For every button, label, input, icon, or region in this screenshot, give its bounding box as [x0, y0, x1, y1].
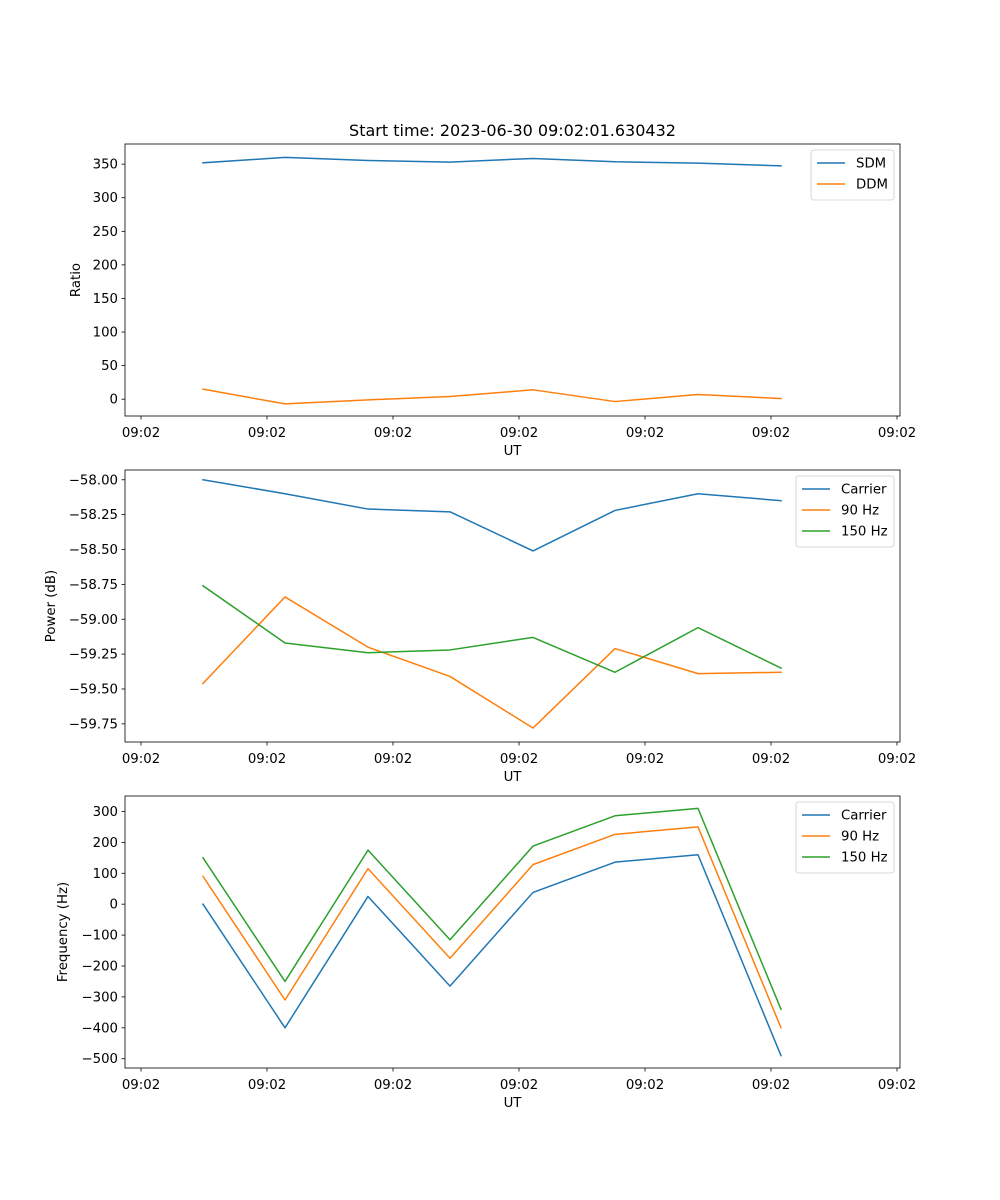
y-tick-label-2-4: −59.00 [69, 613, 118, 628]
y-tick-label-3-8: 200 [93, 836, 118, 851]
y-tick-label-1-6: 250 [93, 225, 118, 240]
y-axis-label-3: Frequency (Hz) [56, 882, 71, 982]
x-tick-label-2-2: 09:02 [248, 752, 286, 767]
y-tick-label-3-3: −300 [81, 990, 118, 1005]
series-line-2-3 [201, 584, 783, 674]
legend-label-2-2: 90 Hz [841, 504, 879, 519]
x-tick-label-1-4: 09:02 [500, 426, 538, 441]
series-line-2-2 [201, 596, 782, 729]
y-tick-label-1-5: 200 [93, 258, 118, 273]
legend-box-3 [795, 801, 895, 874]
axes-frame-3 [124, 795, 901, 1069]
x-tick-label-2-1: 09:02 [122, 752, 160, 767]
x-tick-label-3-2: 09:02 [248, 1078, 286, 1093]
x-tick-label-3-4: 09:02 [500, 1078, 538, 1093]
y-tick-label-1-8: 350 [93, 158, 118, 173]
series-line-2-1 [202, 478, 782, 552]
y-tick-label-2-8: −58.00 [69, 473, 118, 488]
x-tick-label-1-5: 09:02 [626, 426, 664, 441]
y-tick-label-1-4: 150 [93, 292, 118, 307]
legend-label-1-2: DDM [856, 178, 888, 193]
y-tick-label-1-3: 100 [93, 326, 118, 341]
y-tick-label-3-4: −200 [81, 960, 118, 975]
x-tick-label-3-5: 09:02 [626, 1078, 664, 1093]
legend-1: SDM DDM [810, 149, 895, 201]
y-tick-label-1-1: 0 [110, 393, 118, 408]
legend-label-3-2: 90 Hz [841, 830, 879, 845]
legend-label-3-1: Carrier [841, 809, 887, 824]
y-tick-label-3-6: 0 [110, 898, 118, 913]
legend-label-2-1: Carrier [841, 483, 887, 498]
y-tick-label-2-6: −58.50 [69, 543, 118, 558]
y-tick-label-3-2: −400 [81, 1021, 118, 1036]
series-line-1-2 [202, 388, 782, 405]
y-tick-label-3-5: −100 [81, 929, 118, 944]
series-line-3-1 [201, 853, 782, 1057]
series-line-3-2 [201, 826, 782, 1029]
y-tick-label-2-5: −58.75 [69, 578, 118, 593]
legend-box-2 [795, 475, 895, 548]
x-tick-label-1-6: 09:02 [752, 426, 790, 441]
y-tick-label-2-7: −58.25 [69, 508, 118, 523]
axes-frame-2 [124, 469, 901, 743]
legend-2: Carrier 90 Hz 150 Hz [795, 475, 895, 548]
x-tick-label-3-3: 09:02 [374, 1078, 412, 1093]
x-tick-label-2-5: 09:02 [626, 752, 664, 767]
x-tick-label-2-3: 09:02 [374, 752, 412, 767]
y-tick-label-2-1: −59.75 [69, 717, 118, 732]
x-tick-label-2-7: 09:02 [878, 752, 916, 767]
series-line-1-1 [202, 156, 782, 167]
figure-title: Start time: 2023-06-30 09:02:01.630432 [349, 121, 676, 140]
axes-frame-1 [124, 143, 901, 417]
legend-label-2-3: 150 Hz [841, 525, 888, 540]
legend-3: Carrier 90 Hz 150 Hz [795, 801, 895, 874]
y-tick-label-3-7: 100 [93, 867, 118, 882]
x-tick-label-2-4: 09:02 [500, 752, 538, 767]
legend-label-3-3: 150 Hz [841, 851, 888, 866]
y-axis-label-1: Ratio [69, 263, 84, 297]
legend-label-1-1: SDM [856, 157, 886, 172]
y-tick-label-1-2: 50 [101, 359, 118, 374]
y-tick-label-3-1: −500 [81, 1052, 118, 1067]
x-axis-label-1: UT [504, 444, 523, 459]
x-tick-label-1-7: 09:02 [878, 426, 916, 441]
y-tick-label-1-7: 300 [93, 191, 118, 206]
panel-3: −500 −400 −300 −200 −100 0 100 200 300 09:02 09:02… [56, 795, 916, 1111]
x-tick-label-3-7: 09:02 [878, 1078, 916, 1093]
y-axis-label-2: Power (dB) [44, 570, 59, 642]
panel-2: −59.75 −59.50 −59.25 −59.00 −58.75 −58.50 −58.… [44, 469, 916, 785]
x-tick-label-3-1: 09:02 [122, 1078, 160, 1093]
y-tick-label-2-3: −59.25 [69, 648, 118, 663]
y-tick-label-3-9: 300 [93, 805, 118, 820]
panels: 0 50 100 150 200 250 300 350 09:02 09:02 09:02 09:0… [44, 143, 916, 1111]
panel-1: 0 50 100 150 200 250 300 350 09:02 09:02 09:02 09:0… [69, 143, 916, 459]
x-tick-label-1-3: 09:02 [374, 426, 412, 441]
x-axis-label-2: UT [504, 770, 523, 785]
x-tick-label-1-2: 09:02 [248, 426, 286, 441]
series-line-3-3 [201, 807, 782, 1011]
x-tick-label-3-6: 09:02 [752, 1078, 790, 1093]
x-axis-label-3: UT [504, 1096, 523, 1111]
x-tick-label-2-6: 09:02 [752, 752, 790, 767]
x-tick-label-1-1: 09:02 [122, 426, 160, 441]
y-tick-label-2-2: −59.50 [69, 682, 118, 697]
